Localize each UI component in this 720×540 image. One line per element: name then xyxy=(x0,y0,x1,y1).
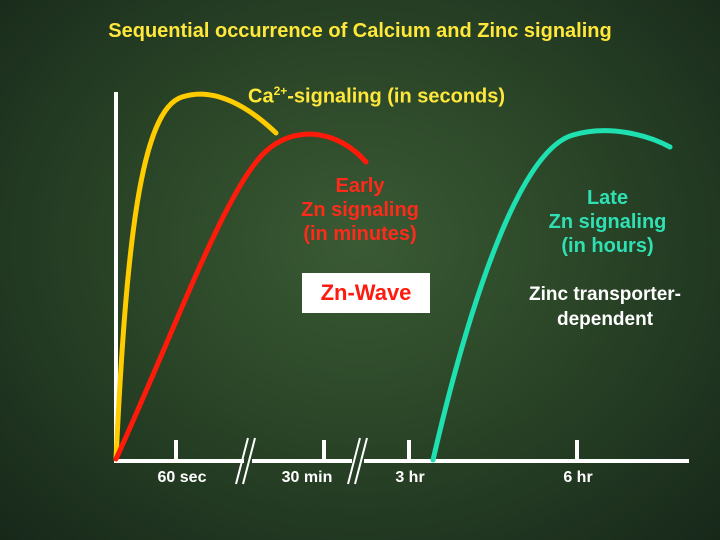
early-zn-line-1: Early xyxy=(335,175,385,197)
tick-label-3-hr: 3 hr xyxy=(395,469,425,486)
ca-suffix: -signaling (in seconds) xyxy=(287,85,506,108)
late-zn-line-2: Zn signaling xyxy=(548,211,667,233)
early-zn-line-3: (in minutes) xyxy=(303,223,417,245)
early-zn-label: Early Zn signaling (in minutes) xyxy=(270,174,450,246)
ca-superscript: 2+ xyxy=(273,84,288,98)
zn-wave-box: Zn-Wave xyxy=(302,273,430,313)
late-zn-line-1: Late xyxy=(586,187,629,209)
late-zn-label: Late Zn signaling (in hours) xyxy=(520,186,695,258)
axis-break-1 xyxy=(235,437,256,485)
transporter-line-1: Zinc transporter- xyxy=(528,284,682,305)
early-zn-signaling-curve xyxy=(113,131,369,462)
tick-label-60-sec: 60 sec xyxy=(157,469,207,486)
early-zn-line-2: Zn signaling xyxy=(301,199,419,221)
zinc-transporter-label: Zinc transporter- dependent xyxy=(505,282,705,332)
transporter-line-2: dependent xyxy=(556,309,654,330)
tick-label-6-hr: 6 hr xyxy=(563,469,593,486)
ca-signaling-label: Ca2+-signaling (in seconds) xyxy=(248,84,505,109)
axis-break-2 xyxy=(347,437,368,485)
late-zn-line-3: (in hours) xyxy=(561,235,654,257)
diagram-title: Sequential occurrence of Calcium and Zin… xyxy=(108,20,612,42)
ca-signaling-curve xyxy=(113,91,279,462)
ca-prefix: Ca xyxy=(248,85,274,108)
late-zn-signaling-curve xyxy=(430,128,673,463)
tick-label-30-min: 30 min xyxy=(281,469,333,486)
